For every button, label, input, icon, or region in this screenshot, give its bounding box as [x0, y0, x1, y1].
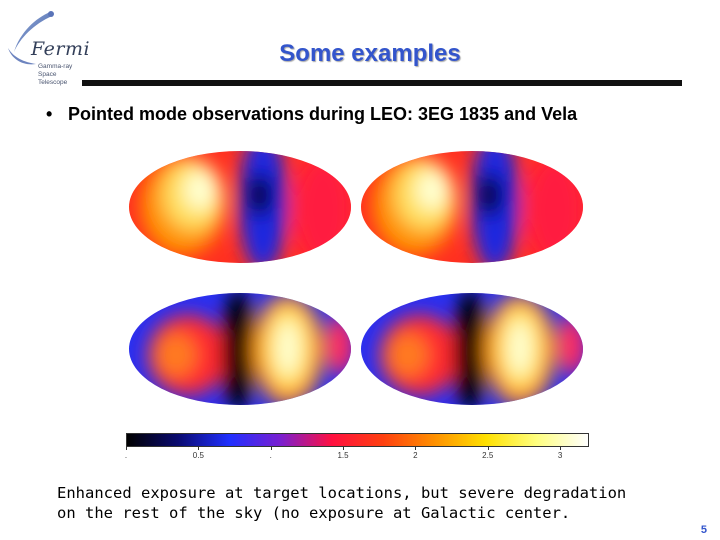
title-rule	[82, 80, 682, 86]
colorbar-tickmark	[415, 447, 417, 450]
colorbar-tickmark	[198, 447, 200, 450]
colorbar-tickmark	[343, 447, 345, 450]
colorbar-tick-label: 1.5	[337, 451, 349, 460]
logo-wordmark: Fermi	[31, 38, 91, 60]
bullet-dot-icon: •	[46, 104, 53, 124]
sky-map-bottom-right	[361, 293, 583, 405]
sky-map-bottom-left	[129, 293, 351, 405]
sky-map-top-right	[361, 151, 583, 263]
caption-text: Enhanced exposure at target locations, b…	[57, 484, 627, 522]
colorbar	[126, 433, 589, 447]
colorbar-tick-label: .	[124, 451, 128, 460]
colorbar-tickmark	[560, 447, 562, 450]
colorbar-tickmark	[126, 447, 127, 450]
page-number: 5	[700, 524, 707, 536]
sky-maps	[129, 151, 583, 405]
colorbar-tick-label: 0.5	[192, 451, 204, 460]
bullet-item: • Pointed mode observations during LEO: 3…	[46, 104, 577, 125]
logo-subtitle-line1: Gamma-ray	[38, 63, 73, 70]
fermi-logo: Fermi Gamma-ray Space Telescope	[6, 8, 90, 86]
sky-map-top-left	[129, 151, 351, 263]
slide-title: Some examples	[279, 40, 461, 67]
colorbar-tickmark	[270, 447, 272, 450]
colorbar-tickmark	[487, 447, 489, 450]
colorbar-tick-label: 2	[413, 451, 418, 460]
colorbar-tick-label: .	[269, 451, 272, 460]
fermi-swoosh-icon	[8, 11, 54, 65]
logo-subtitle-line2: Space Telescope	[38, 71, 68, 86]
bullet-text: Pointed mode observations during LEO: 3E…	[68, 104, 578, 124]
colorbar-tick-label: 3	[557, 451, 563, 460]
colorbar-tick-label: 2.5	[482, 451, 494, 460]
